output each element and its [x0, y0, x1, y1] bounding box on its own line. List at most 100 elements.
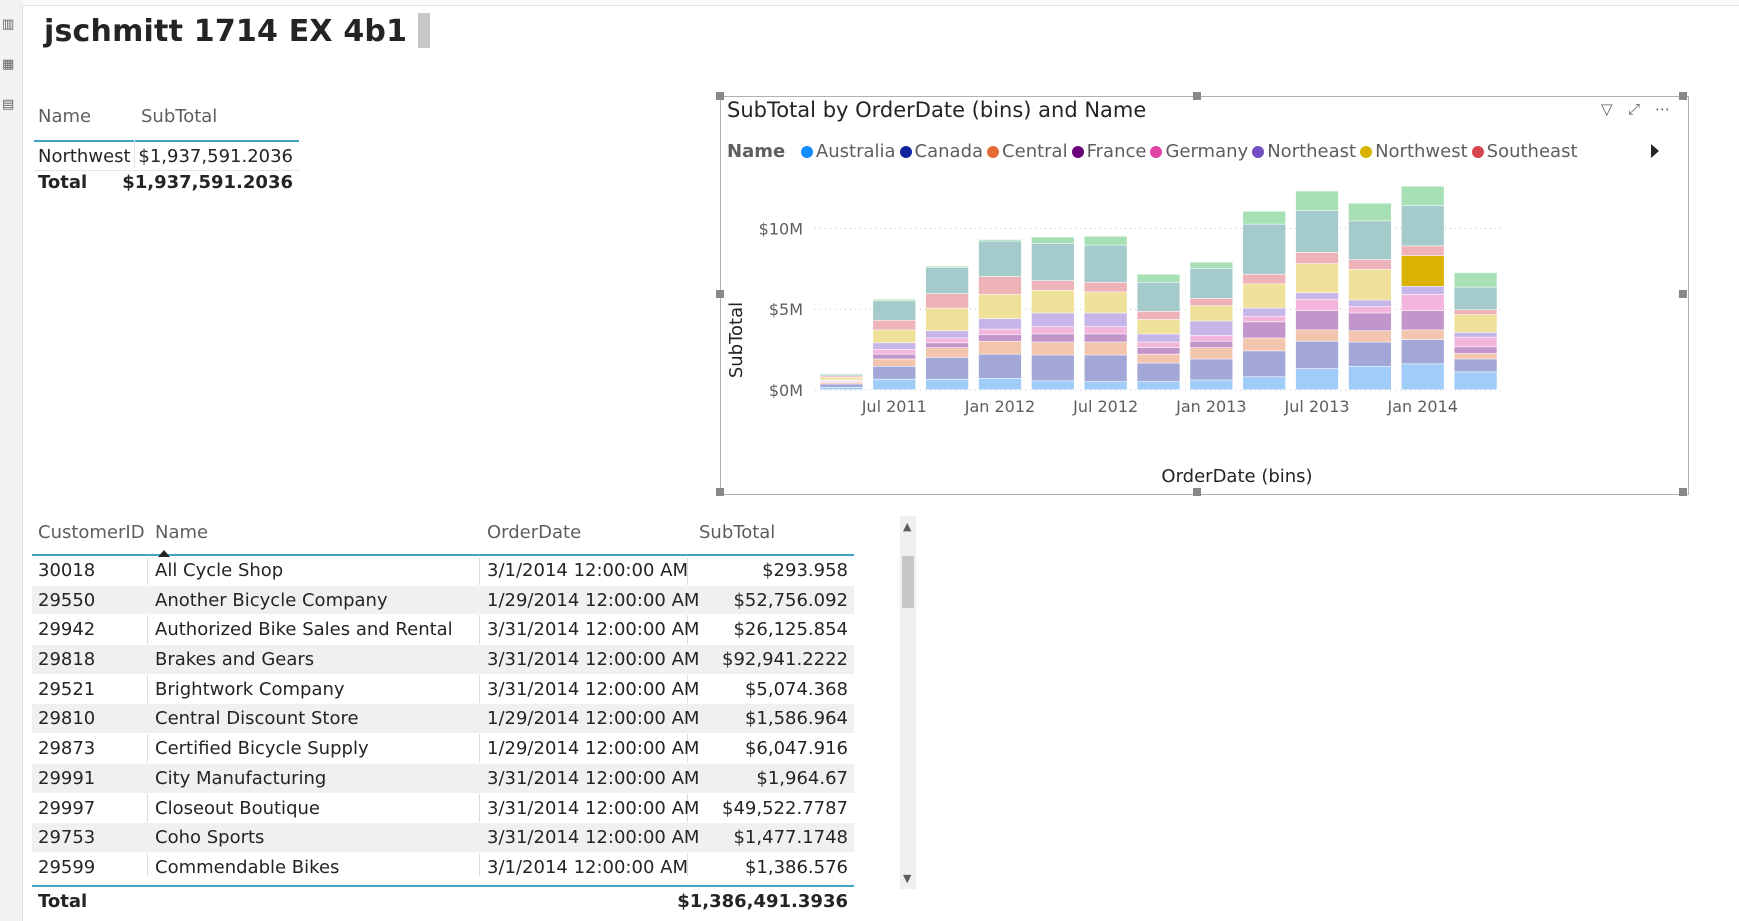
resize-handle[interactable] — [1193, 92, 1201, 100]
bar-segment[interactable] — [1454, 353, 1497, 359]
table-row[interactable]: Northwest $1,937,591.2036 — [34, 142, 299, 171]
bar-segment[interactable] — [978, 239, 1022, 241]
resize-handle[interactable] — [1679, 92, 1687, 100]
bar-segment[interactable] — [925, 331, 969, 338]
bar-segment[interactable] — [925, 268, 969, 294]
table-row[interactable]: 30018 All Cycle Shop 3/1/2014 12:00:00 AM $… — [32, 556, 854, 586]
model-view-icon[interactable]: ▤ — [2, 97, 15, 112]
table-row[interactable]: 29521 Brightwork Company 3/31/2014 12:00:0… — [32, 675, 854, 705]
table-row[interactable]: 29810 Central Discount Store 1/29/2014 12:… — [32, 704, 854, 735]
scroll-down-icon[interactable]: ▼ — [903, 872, 912, 885]
report-view-icon[interactable]: ▥ — [2, 17, 15, 32]
bar-segment[interactable] — [978, 241, 1022, 277]
column-header-orderdate[interactable]: OrderDate — [487, 522, 582, 543]
bar-segment[interactable] — [1454, 359, 1497, 372]
bar-segment[interactable] — [873, 349, 916, 354]
bar-segment[interactable] — [873, 301, 916, 320]
bar-segment[interactable] — [1454, 310, 1497, 315]
legend-next-arrow-icon[interactable] — [1651, 144, 1659, 158]
bar-segment[interactable] — [820, 374, 863, 376]
bar-segment[interactable] — [1348, 313, 1392, 331]
more-options-icon[interactable]: ⋯ — [1655, 100, 1670, 118]
sort-ascending-icon[interactable] — [158, 550, 170, 557]
column-header-name[interactable]: Name — [38, 106, 92, 127]
column-header-name[interactable]: Name — [155, 522, 209, 543]
bar-segment[interactable] — [978, 354, 1022, 379]
bar-segment[interactable] — [1454, 337, 1497, 347]
bar-segment[interactable] — [925, 338, 969, 343]
resize-handle[interactable] — [716, 92, 724, 100]
legend-item-northeast[interactable]: Northeast — [1252, 141, 1356, 162]
resize-handle[interactable] — [716, 488, 724, 496]
legend-item-canada[interactable]: Canada — [899, 141, 983, 162]
bar-segment[interactable] — [1348, 331, 1392, 342]
bar-segment[interactable] — [1295, 299, 1339, 311]
bar-segment[interactable] — [1137, 282, 1180, 312]
bar-segment[interactable] — [1031, 313, 1074, 327]
bar-segment[interactable] — [1243, 308, 1286, 316]
bar-segment[interactable] — [1401, 294, 1444, 311]
bar-segment[interactable] — [1454, 287, 1497, 310]
bar-segment[interactable] — [1137, 334, 1180, 342]
bar-segment[interactable] — [1401, 246, 1444, 256]
filter-icon[interactable]: ▽ — [1601, 100, 1613, 118]
bar-segment[interactable] — [925, 266, 969, 268]
bar-segment[interactable] — [1031, 237, 1074, 244]
bar-segment[interactable] — [1031, 243, 1074, 281]
bar-segment[interactable] — [1401, 364, 1444, 390]
bar-segment[interactable] — [820, 387, 863, 390]
bar-segment[interactable] — [1031, 342, 1074, 355]
bar-segment[interactable] — [1084, 355, 1127, 382]
bar-segment[interactable] — [1084, 327, 1127, 334]
bar-segment[interactable] — [1137, 342, 1180, 348]
bar-segment[interactable] — [925, 379, 969, 390]
bar-segment[interactable] — [1243, 316, 1286, 322]
bar-segment[interactable] — [1084, 282, 1127, 292]
bar-segment[interactable] — [1295, 341, 1339, 369]
bar-segment[interactable] — [1454, 314, 1497, 333]
column-header-subtotal[interactable]: SubTotal — [141, 106, 218, 127]
bar-segment[interactable] — [978, 329, 1022, 335]
bar-segment[interactable] — [820, 384, 863, 387]
bar-segment[interactable] — [1084, 292, 1127, 313]
bar-segment[interactable] — [1454, 347, 1497, 354]
bar-segment[interactable] — [1031, 334, 1074, 342]
bar-segment[interactable] — [1137, 381, 1180, 390]
bar-segment[interactable] — [1401, 255, 1444, 287]
bar-segment[interactable] — [873, 379, 916, 390]
bar-segment[interactable] — [1031, 355, 1074, 381]
bar-segment[interactable] — [925, 308, 969, 331]
bar-segment[interactable] — [1295, 310, 1339, 330]
bar-segment[interactable] — [925, 293, 969, 308]
bar-segment[interactable] — [1190, 359, 1233, 380]
bar-segment[interactable] — [873, 366, 916, 379]
bar-segment[interactable] — [978, 378, 1022, 390]
bar-segment[interactable] — [1401, 330, 1444, 340]
bar-segment[interactable] — [925, 348, 969, 358]
table-row[interactable]: 29997 Closeout Boutique 3/31/2014 12:00:00… — [32, 794, 854, 824]
legend-item-germany[interactable]: Germany — [1150, 141, 1248, 162]
bar-segment[interactable] — [1084, 342, 1127, 355]
bar-segment[interactable] — [1137, 311, 1180, 320]
bar-segment[interactable] — [978, 276, 1022, 295]
bar-segment[interactable] — [1084, 381, 1127, 390]
bar-segment[interactable] — [978, 341, 1022, 354]
bar-segment[interactable] — [1190, 262, 1233, 269]
bar-segment[interactable] — [1401, 205, 1444, 246]
bar-segment[interactable] — [1401, 186, 1444, 206]
table-row[interactable]: 29753 Coho Sports 3/31/2014 12:00:00 AM $1,… — [32, 823, 854, 853]
bar-segment[interactable] — [873, 354, 916, 359]
bar-segment[interactable] — [1084, 236, 1127, 245]
legend-item-france[interactable]: France — [1071, 141, 1146, 162]
table-row[interactable]: 29599 Commendable Bikes 3/1/2014 12:00:00 … — [32, 853, 854, 883]
scroll-thumb[interactable] — [902, 556, 914, 608]
bar-segment[interactable] — [873, 320, 916, 330]
bar-segment[interactable] — [1295, 191, 1339, 211]
bar-segment[interactable] — [1348, 203, 1392, 221]
legend-item-southeast[interactable]: Southeast — [1471, 141, 1578, 162]
bar-segment[interactable] — [820, 377, 863, 380]
bar-segment[interactable] — [1401, 310, 1444, 330]
bar-segment[interactable] — [1295, 210, 1339, 253]
bar-segment[interactable] — [1454, 272, 1497, 287]
bar-segment[interactable] — [1243, 338, 1286, 351]
